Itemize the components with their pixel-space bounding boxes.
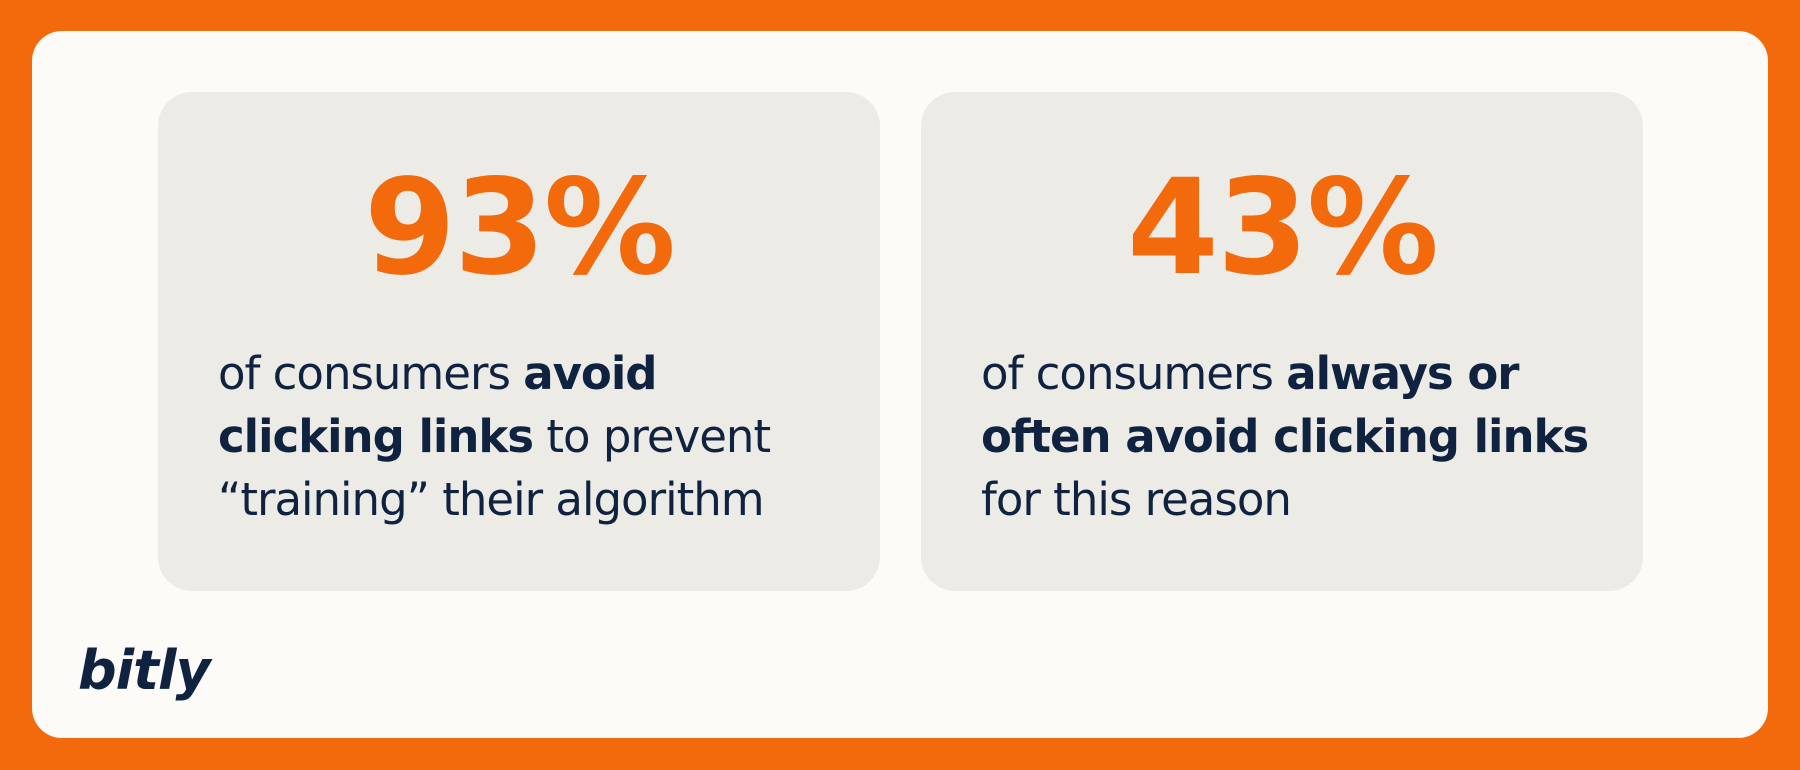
stat-description: of consumers always or often avoid clicki… xyxy=(981,342,1589,531)
text: of consumers xyxy=(218,347,524,400)
text-line: often avoid clicking links xyxy=(981,405,1589,468)
text: of consumers xyxy=(981,347,1287,400)
stat-card: 43% of consumers always or often avoid cli… xyxy=(921,92,1643,591)
bold-text: avoid xyxy=(523,347,657,400)
text-line: “training” their algorithm xyxy=(218,468,770,531)
text: for this reason xyxy=(981,473,1292,526)
bold-text: often avoid clicking links xyxy=(981,410,1589,463)
panel: 93% of consumers avoid clicking links to p… xyxy=(32,31,1768,738)
bold-text: clicking links xyxy=(218,410,534,463)
text-line: of consumers always or xyxy=(981,342,1588,405)
stat-value: 43% xyxy=(1127,151,1439,305)
logo: bitly xyxy=(78,639,211,702)
bold-text: always or xyxy=(1286,347,1519,400)
text-line: clicking links to prevent xyxy=(218,405,771,468)
text-line: of consumers avoid xyxy=(218,342,770,405)
stat-card: 93% of consumers avoid clicking links to p… xyxy=(158,92,880,591)
text-line: for this reason xyxy=(981,468,1588,531)
stat-value: 93% xyxy=(364,151,676,305)
text: to prevent xyxy=(533,410,771,463)
stat-description: of consumers avoid clicking links to prev… xyxy=(218,342,771,531)
text: “training” their algorithm xyxy=(218,473,765,526)
